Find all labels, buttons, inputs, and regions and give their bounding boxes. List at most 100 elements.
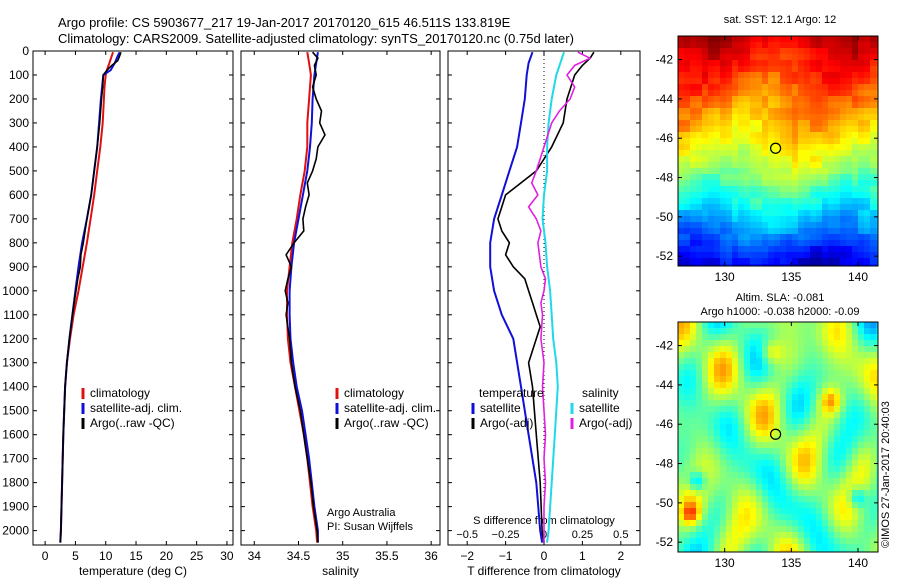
map-cell [714,382,721,389]
map-cell [732,210,739,217]
map-cell [738,340,745,347]
map-cell [798,252,805,259]
map-cell [726,96,733,103]
map-cell [750,240,757,247]
map-cell [684,370,691,377]
map-cell [810,114,817,121]
map-cell [720,430,727,437]
map-cell [828,340,835,347]
map-cell [828,538,835,545]
map-cell [822,240,829,247]
map-cell [840,150,847,157]
map-cell [732,346,739,353]
map-cell [858,418,865,425]
map-cell [690,490,697,497]
map-cell [768,204,775,211]
map-cell [840,520,847,527]
map-cell [828,210,835,217]
map-cell [762,436,769,443]
map-cell [714,42,721,49]
map-cell [864,204,871,211]
map-cell [840,162,847,169]
map-cell [840,144,847,151]
map-cell [762,448,769,455]
map-cell [756,490,763,497]
map-cell [738,72,745,79]
map-cell [870,162,877,169]
map-cell [738,412,745,419]
map-cell [810,198,817,205]
map-cell [684,120,691,127]
map-cell [696,120,703,127]
map-cell [810,78,817,85]
map-cell [780,210,787,217]
y-tick-label: 800 [9,236,29,250]
map-cell [702,186,709,193]
map-cell [684,72,691,79]
map-cell [834,550,841,553]
map-cell [750,186,757,193]
map-cell [804,532,811,539]
map-cell [744,346,751,353]
map-cell [864,496,871,503]
map-cell [822,478,829,485]
map-cell [696,240,703,247]
map-cell [678,162,685,169]
map-cell [696,108,703,115]
map-cell [816,102,823,109]
map-cell [840,216,847,223]
x-axis-label: T difference from climatology [467,564,621,578]
map-cell [744,108,751,115]
map-cell [858,240,865,247]
map-cell [858,120,865,127]
map-cell [744,448,751,455]
map-cell [756,544,763,551]
map-cell [804,340,811,347]
map-cell [684,96,691,103]
map-cell [870,240,877,247]
map-cell [738,490,745,497]
map-cell [696,436,703,443]
map-cell [840,400,847,407]
map-cell [702,328,709,335]
map-cell [708,78,715,85]
map-cell [786,234,793,241]
map-cell [732,54,739,61]
map-cell [750,454,757,461]
map-cell [828,364,835,371]
map-cell [822,186,829,193]
map-cell [804,84,811,91]
map-cell [816,328,823,335]
map-cell [684,508,691,515]
map-cell [780,150,787,157]
map-cell [732,454,739,461]
map-cell [780,400,787,407]
map-cell [696,448,703,455]
map-cell [876,430,879,437]
map-cell [774,448,781,455]
map-cell [876,472,879,479]
map-cell [744,484,751,491]
map-cell [786,466,793,473]
map-cell [762,382,769,389]
legend-group-title: salinity [582,386,619,400]
map-cell [678,114,685,121]
map-cell [684,252,691,259]
map-cell [798,156,805,163]
map-cell [828,108,835,115]
map-cell [720,334,727,341]
map-cell [732,108,739,115]
map-cell [732,502,739,509]
map-cell [774,90,781,97]
map-cell [720,204,727,211]
map-cell [870,120,877,127]
map-cell [816,550,823,553]
map-cell [858,382,865,389]
map-cell [864,376,871,383]
map-cell [720,376,727,383]
map-cell [738,532,745,539]
map-cell [720,258,727,265]
map-cell [834,526,841,533]
map-cell [726,144,733,151]
map-cell [828,174,835,181]
